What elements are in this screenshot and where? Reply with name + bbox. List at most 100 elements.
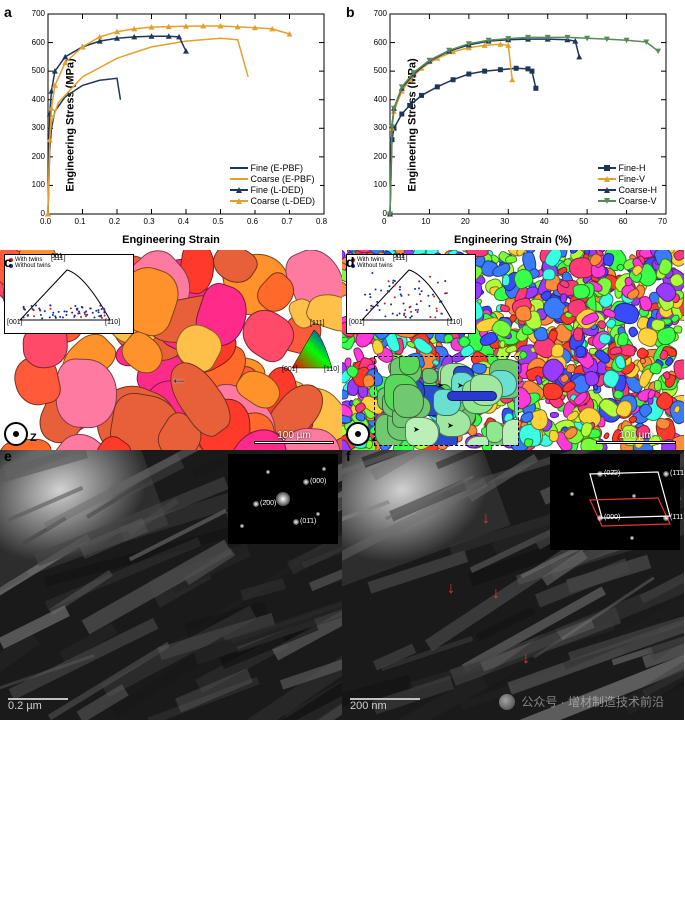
panel-label-f: f (346, 450, 351, 464)
diffraction-spot (663, 471, 669, 477)
panel-c: c [111][001][110]001With twinsWithout tw… (0, 250, 342, 450)
diffraction-spot (303, 479, 309, 485)
panel-label-c: c (4, 254, 12, 270)
diffraction-spot (276, 492, 290, 506)
annotation-arrow: ← (170, 368, 188, 389)
chart-legend: Fine (E-PBF)Coarse (E-PBF)Fine (L-DED)Co… (225, 159, 320, 210)
ebsd-grain (549, 429, 559, 441)
ebsd-grain (405, 417, 439, 446)
ebsd-grain (654, 380, 662, 391)
legend-item: Coarse (L-DED) (230, 196, 315, 206)
diffraction-label: (1̄1̄1) (670, 470, 684, 477)
diffraction-spot (266, 470, 270, 474)
panel-label-d: d (346, 254, 355, 270)
panel-label-a: a (4, 4, 12, 20)
ipf-key-label: [001] (282, 366, 298, 373)
legend-item: Coarse-H (598, 185, 657, 195)
annotation-arrow: ➤ (437, 381, 444, 390)
scale-bar-label: 0.2 µm (8, 700, 42, 712)
diffraction-spot (316, 512, 320, 516)
ipf-corner-label: [110] (105, 319, 120, 326)
annotation-arrow: ➤ (457, 381, 464, 390)
row-ebsd: c [111][001][110]001With twinsWithout tw… (0, 250, 685, 450)
ebsd-grain (342, 415, 351, 425)
ipf-inset: [111][001][110]001With twinsWithout twin… (4, 254, 134, 334)
ebsd-grain (550, 412, 559, 418)
diffraction-inset: (000)(1̄1̄1)(1̄11)(02̄2) (550, 454, 680, 550)
ipf-key-label: [111] (310, 320, 325, 327)
ebsd-grain (543, 383, 563, 400)
legend-label: Coarse (L-DED) (250, 196, 315, 206)
ebsd-grain (422, 368, 438, 383)
panel-b: b Engineering Stress (MPa) Engineering S… (342, 0, 684, 250)
annotation-arrow: ↓ (482, 510, 490, 528)
chart-svg (342, 0, 684, 250)
diffraction-label: (01̄1) (300, 518, 316, 525)
scale-bar-label: 100 µm (277, 430, 311, 441)
ebsd-grain (565, 363, 575, 373)
ipf-corner-label: [001] (349, 319, 365, 326)
legend-item: Coarse (E-PBF) (230, 174, 315, 184)
panel-label-b: b (346, 4, 355, 20)
legend-item: Fine (E-PBF) (230, 163, 315, 173)
legend-label: Fine (L-DED) (250, 185, 303, 195)
diffraction-spot (630, 536, 634, 540)
diffraction-spot (663, 515, 669, 521)
ipf-color-key: [111][001][110] (288, 324, 340, 376)
legend-label: Coarse-H (618, 185, 657, 195)
row-charts: a Engineering Stress (MPa) Engineering S… (0, 0, 685, 250)
ipf-corner-label: [001] (7, 319, 23, 326)
panel-d: d [111][001][110]001With twinsWithout tw… (342, 250, 684, 450)
z-axis-marker (346, 422, 370, 446)
legend-label: Fine-H (618, 163, 645, 173)
scale-bar: 0.2 µm (8, 698, 68, 712)
scale-bar-label: 100 µm (619, 430, 653, 441)
annotation-arrow: ➤ (413, 425, 420, 434)
scale-bar-label: 200 nm (350, 700, 387, 712)
z-axis-marker (4, 422, 28, 446)
diffraction-spot (597, 515, 603, 521)
legend-item: Fine (L-DED) (230, 185, 315, 195)
annotation-arrow: ↓ (522, 650, 530, 668)
legend-label: Coarse (E-PBF) (250, 174, 314, 184)
ebsd-grain (551, 344, 565, 358)
diffraction-label: (1̄11) (670, 514, 684, 521)
annotation-arrow: ↓ (447, 580, 455, 598)
ipf-legend: With twinsWithout twins (9, 257, 51, 269)
ebsd-zoom-inset: ➤ ➤ ➤ ➤ (374, 356, 519, 446)
ipf-key-label: [110] (324, 366, 339, 373)
diffraction-spot (322, 467, 326, 471)
panel-a: a Engineering Stress (MPa) Engineering S… (0, 0, 342, 250)
legend-item: Fine-H (598, 163, 657, 173)
ipf-inset: [111][001][110]001With twinsWithout twin… (346, 254, 476, 334)
ebsd-grain (393, 384, 424, 418)
annotation-arrow: ➤ (447, 421, 454, 430)
scale-bar: 100 µm (254, 430, 334, 444)
ipf-legend-label: Without twins (357, 263, 393, 269)
watermark: 公众号 · 增材制造技术前沿 (499, 693, 664, 710)
ebsd-grain (502, 419, 519, 446)
scale-bar: 200 nm (350, 698, 420, 712)
z-axis-label: Z (30, 432, 37, 444)
watermark-text: 公众号 · 增材制造技术前沿 (521, 693, 664, 710)
legend-label: Fine (E-PBF) (250, 163, 303, 173)
ipf-legend: With twinsWithout twins (351, 257, 393, 269)
ipf-title: 001 (393, 253, 405, 260)
scale-bar: 100 µm (596, 430, 676, 444)
ebsd-grain (55, 357, 119, 429)
figure-grid: a Engineering Stress (MPa) Engineering S… (0, 0, 685, 720)
panel-f: f (000)(1̄1̄1)(1̄11)(02̄2)↓↓↓↓200 nm公众号 … (342, 450, 684, 720)
diffraction-label: (02̄2) (604, 470, 620, 477)
ipf-legend-label: Without twins (15, 263, 51, 269)
diffraction-spot (597, 471, 603, 477)
legend-label: Fine-V (618, 174, 645, 184)
legend-label: Coarse-V (618, 196, 656, 206)
diffraction-spot (253, 501, 259, 507)
tem-texture (309, 566, 342, 591)
ipf-title: 001 (51, 253, 63, 260)
chart-legend: Fine-HFine-VCoarse-HCoarse-V (593, 159, 662, 210)
diffraction-spot (570, 492, 574, 496)
diffraction-spot (240, 524, 244, 528)
panel-e: e (000)(2̄00)(01̄1)0.2 µm (0, 450, 342, 720)
diffraction-spot (632, 494, 636, 498)
